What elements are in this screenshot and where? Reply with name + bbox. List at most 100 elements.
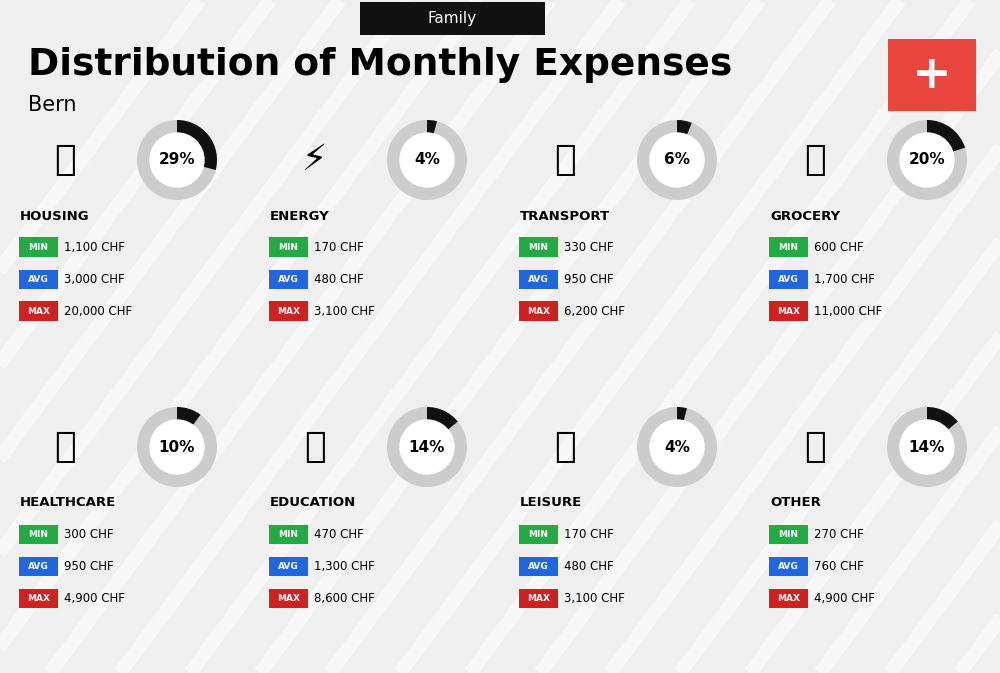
Text: HEALTHCARE: HEALTHCARE xyxy=(20,497,116,509)
Wedge shape xyxy=(177,407,201,425)
Wedge shape xyxy=(177,120,217,170)
FancyBboxPatch shape xyxy=(269,302,308,321)
Wedge shape xyxy=(137,407,217,487)
Text: 6,200 CHF: 6,200 CHF xyxy=(564,305,625,318)
FancyBboxPatch shape xyxy=(19,302,58,321)
Text: 4,900 CHF: 4,900 CHF xyxy=(64,592,125,605)
Wedge shape xyxy=(927,120,965,151)
Text: 3,000 CHF: 3,000 CHF xyxy=(64,273,125,286)
Text: HOUSING: HOUSING xyxy=(20,209,90,223)
FancyBboxPatch shape xyxy=(519,524,558,544)
Text: 4,900 CHF: 4,900 CHF xyxy=(814,592,875,605)
Text: 🛒: 🛒 xyxy=(804,143,826,177)
Text: AVG: AVG xyxy=(278,275,299,284)
Text: MIN: MIN xyxy=(528,243,548,252)
Text: 🚌: 🚌 xyxy=(554,143,576,177)
Wedge shape xyxy=(887,407,967,487)
Text: 14%: 14% xyxy=(909,439,945,454)
FancyBboxPatch shape xyxy=(769,524,808,544)
Text: GROCERY: GROCERY xyxy=(770,209,840,223)
Text: MIN: MIN xyxy=(778,530,798,539)
FancyBboxPatch shape xyxy=(19,269,58,289)
Text: MAX: MAX xyxy=(277,307,300,316)
Text: 🛍: 🛍 xyxy=(554,430,576,464)
Text: 1,100 CHF: 1,100 CHF xyxy=(64,241,125,254)
Text: Bern: Bern xyxy=(28,95,76,115)
Text: 10%: 10% xyxy=(159,439,195,454)
FancyBboxPatch shape xyxy=(19,557,58,576)
FancyBboxPatch shape xyxy=(769,302,808,321)
Text: MIN: MIN xyxy=(278,243,298,252)
Text: AVG: AVG xyxy=(28,562,49,571)
Text: 1,300 CHF: 1,300 CHF xyxy=(314,560,375,573)
Text: 4%: 4% xyxy=(414,153,440,168)
Text: 950 CHF: 950 CHF xyxy=(64,560,114,573)
Wedge shape xyxy=(677,407,687,421)
Text: MAX: MAX xyxy=(777,307,800,316)
Circle shape xyxy=(400,420,454,474)
FancyBboxPatch shape xyxy=(269,557,308,576)
Text: MAX: MAX xyxy=(527,594,550,603)
Text: Distribution of Monthly Expenses: Distribution of Monthly Expenses xyxy=(28,47,732,83)
FancyBboxPatch shape xyxy=(269,238,308,257)
Wedge shape xyxy=(387,407,467,487)
Text: MIN: MIN xyxy=(28,243,48,252)
Text: 480 CHF: 480 CHF xyxy=(564,560,614,573)
FancyBboxPatch shape xyxy=(519,269,558,289)
Text: 3,100 CHF: 3,100 CHF xyxy=(314,305,375,318)
Text: AVG: AVG xyxy=(528,275,549,284)
FancyBboxPatch shape xyxy=(269,269,308,289)
Text: AVG: AVG xyxy=(278,562,299,571)
Circle shape xyxy=(650,420,704,474)
FancyBboxPatch shape xyxy=(519,238,558,257)
Text: LEISURE: LEISURE xyxy=(520,497,582,509)
Wedge shape xyxy=(677,120,692,135)
FancyBboxPatch shape xyxy=(269,524,308,544)
Text: 🎓: 🎓 xyxy=(304,430,326,464)
FancyBboxPatch shape xyxy=(769,269,808,289)
Text: AVG: AVG xyxy=(528,562,549,571)
Text: 600 CHF: 600 CHF xyxy=(814,241,864,254)
Text: AVG: AVG xyxy=(778,275,799,284)
Wedge shape xyxy=(427,407,458,430)
FancyBboxPatch shape xyxy=(19,238,58,257)
Text: 470 CHF: 470 CHF xyxy=(314,528,364,540)
Circle shape xyxy=(900,420,954,474)
Wedge shape xyxy=(137,120,217,200)
Text: OTHER: OTHER xyxy=(770,497,821,509)
Circle shape xyxy=(900,133,954,187)
Circle shape xyxy=(150,420,204,474)
Text: 💰: 💰 xyxy=(804,430,826,464)
FancyBboxPatch shape xyxy=(519,557,558,576)
Text: Family: Family xyxy=(428,11,477,26)
Text: TRANSPORT: TRANSPORT xyxy=(520,209,610,223)
Text: MIN: MIN xyxy=(528,530,548,539)
Text: 11,000 CHF: 11,000 CHF xyxy=(814,305,882,318)
Wedge shape xyxy=(887,120,967,200)
Text: MAX: MAX xyxy=(777,594,800,603)
FancyBboxPatch shape xyxy=(519,588,558,608)
Text: 270 CHF: 270 CHF xyxy=(814,528,864,540)
Text: 1,700 CHF: 1,700 CHF xyxy=(814,273,875,286)
Text: 330 CHF: 330 CHF xyxy=(564,241,614,254)
Text: MAX: MAX xyxy=(27,307,50,316)
FancyBboxPatch shape xyxy=(19,588,58,608)
Text: 🏢: 🏢 xyxy=(54,143,76,177)
Text: 🏥: 🏥 xyxy=(54,430,76,464)
FancyBboxPatch shape xyxy=(769,588,808,608)
Text: 170 CHF: 170 CHF xyxy=(564,528,614,540)
Text: 4%: 4% xyxy=(664,439,690,454)
Text: AVG: AVG xyxy=(778,562,799,571)
Wedge shape xyxy=(637,407,717,487)
FancyBboxPatch shape xyxy=(19,524,58,544)
Circle shape xyxy=(400,133,454,187)
Text: MIN: MIN xyxy=(28,530,48,539)
Text: 20,000 CHF: 20,000 CHF xyxy=(64,305,132,318)
Text: 760 CHF: 760 CHF xyxy=(814,560,864,573)
FancyBboxPatch shape xyxy=(519,302,558,321)
FancyBboxPatch shape xyxy=(269,588,308,608)
Text: MAX: MAX xyxy=(527,307,550,316)
Text: 3,100 CHF: 3,100 CHF xyxy=(564,592,625,605)
Wedge shape xyxy=(927,407,958,430)
Text: ⚡: ⚡ xyxy=(302,143,328,177)
